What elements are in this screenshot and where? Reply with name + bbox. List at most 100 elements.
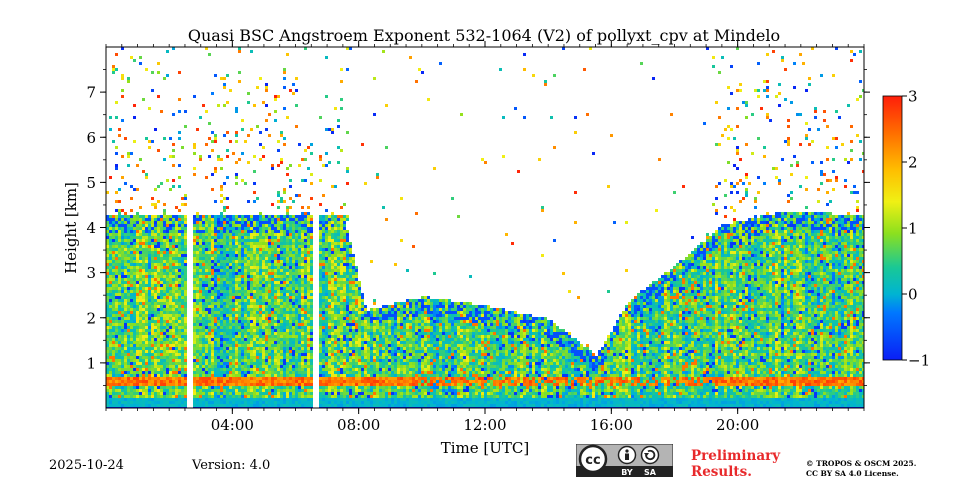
heatmap-cell [211,92,214,95]
heatmap-cell [172,380,175,383]
heatmap-cell [232,350,235,353]
heatmap-cell [130,302,133,305]
heatmap-cell [163,293,166,296]
heatmap-cell [319,260,322,263]
heatmap-cell [166,233,169,236]
heatmap-cell [274,401,277,404]
heatmap-cell [130,359,133,362]
heatmap-cell [106,227,109,230]
heatmap-cell [196,314,199,317]
heatmap-cell [301,284,304,287]
heatmap-cell [286,221,289,224]
heatmap-cell [283,245,286,248]
heatmap-cell [178,278,181,281]
heatmap-cell [142,254,145,257]
heatmap-cell [202,251,205,254]
heatmap-cell [121,209,124,212]
heatmap-cell [121,245,124,248]
heatmap-cell [166,323,169,326]
heatmap-cell [217,335,220,338]
heatmap-cell [142,332,145,335]
heatmap-cell [145,341,148,344]
heatmap-cell [166,377,169,380]
heatmap-cell [133,344,136,347]
heatmap-cell [322,233,325,236]
heatmap-cell [130,272,133,275]
heatmap-cell [163,323,166,326]
heatmap-cell [163,221,166,224]
heatmap-cell [175,284,178,287]
heatmap-cell [181,308,184,311]
heatmap-cell [220,308,223,311]
heatmap-cell [319,323,322,326]
heatmap-cell [274,227,277,230]
heatmap-cell [244,224,247,227]
heatmap-cell [196,281,199,284]
heatmap-cell [256,275,259,278]
heatmap-cell [175,242,178,245]
heatmap-cell [199,341,202,344]
heatmap-cell [130,197,133,200]
heatmap-cell [286,227,289,230]
heatmap-cell [124,308,127,311]
heatmap-cell [199,305,202,308]
heatmap-cell [244,239,247,242]
heatmap-cell [115,359,118,362]
heatmap-cell [202,329,205,332]
heatmap-cell [262,362,265,365]
heatmap-cell [157,347,160,350]
heatmap-cell [220,329,223,332]
heatmap-cell [238,374,241,377]
heatmap-cell [241,128,244,131]
heatmap-cell [244,302,247,305]
heatmap-cell [133,254,136,257]
heatmap-cell [136,320,139,323]
heatmap-cell [172,230,175,233]
heatmap-cell [247,368,250,371]
heatmap-cell [232,215,235,218]
heatmap-cell [148,230,151,233]
heatmap-cell [226,374,229,377]
heatmap-cell [121,236,124,239]
heatmap-cell [166,398,169,401]
heatmap-cell [115,275,118,278]
heatmap-cell [292,218,295,221]
heatmap-cell [169,380,172,383]
heatmap-cell [127,380,130,383]
heatmap-cell [310,401,313,404]
heatmap-cell [265,260,268,263]
heatmap-cell [211,338,214,341]
heatmap-cell [229,404,232,407]
heatmap-cell [109,290,112,293]
heatmap-cell [127,395,130,398]
heatmap-cell [328,362,331,365]
heatmap-cell [301,377,304,380]
heatmap-cell [283,269,286,272]
heatmap-cell [289,236,292,239]
heatmap-cell [277,260,280,263]
heatmap-cell [127,290,130,293]
heatmap-cell [130,380,133,383]
heatmap-cell [142,386,145,389]
heatmap-cell [121,365,124,368]
heatmap-cell [232,233,235,236]
heatmap-cell [115,242,118,245]
heatmap-cell [232,317,235,320]
heatmap-cell [217,308,220,311]
heatmap-cell [214,386,217,389]
heatmap-cell [193,272,196,275]
heatmap-cell [226,380,229,383]
heatmap-cell [139,359,142,362]
heatmap-cell [211,281,214,284]
heatmap-cell [259,329,262,332]
heatmap-cell [331,365,334,368]
heatmap-cell [130,329,133,332]
heatmap-cell [223,215,226,218]
heatmap-cell [226,317,229,320]
heatmap-cell [181,347,184,350]
heatmap-cell [124,278,127,281]
heatmap-cell [154,188,157,191]
heatmap-cell [112,332,115,335]
heatmap-cell [250,368,253,371]
heatmap-cell [109,275,112,278]
